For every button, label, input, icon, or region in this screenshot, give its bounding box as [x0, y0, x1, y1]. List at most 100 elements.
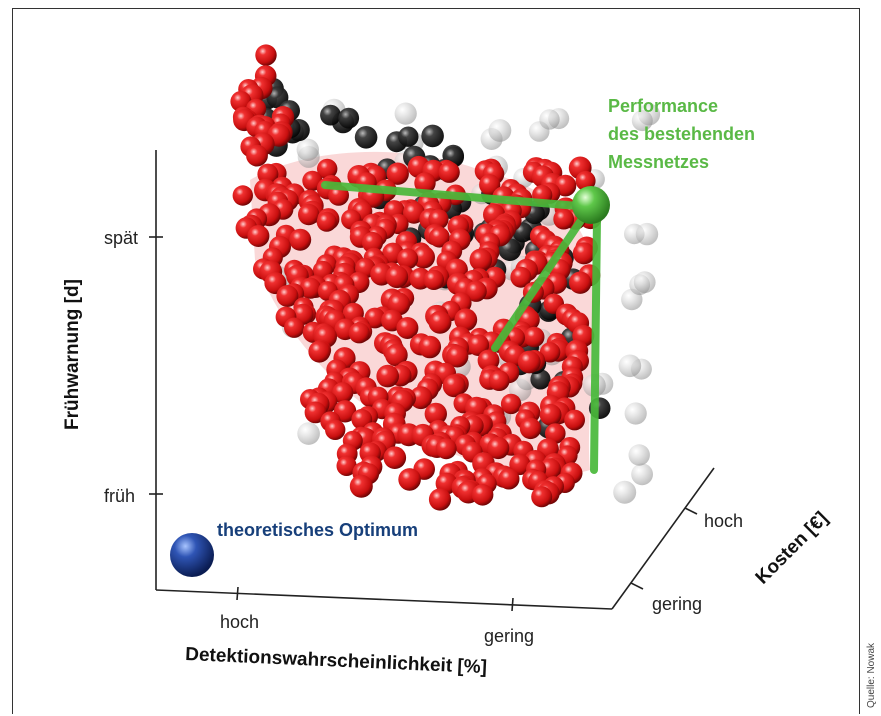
line-diagonal [491, 203, 594, 352]
sphere-point [354, 126, 378, 149]
z-tick-hoch [684, 507, 698, 515]
sphere-point [471, 484, 494, 506]
sphere-point [246, 144, 268, 167]
current-label-line-3: Messnetzes [608, 152, 709, 172]
sphere-point [618, 354, 642, 378]
x-axis [155, 589, 613, 610]
y-tick-label-frueh: früh [104, 486, 135, 506]
performance-lines [321, 181, 601, 474]
chart-frame [12, 8, 860, 714]
x-tick-label-gering: gering [484, 626, 534, 646]
sphere-point [247, 225, 270, 247]
sphere-point [539, 403, 562, 426]
y-axis-label: Frühwarnung [d] [62, 279, 83, 430]
sphere-point [332, 382, 354, 404]
axes [149, 150, 715, 612]
sphere-point [424, 402, 447, 426]
sphere-point [423, 269, 444, 290]
sphere-point [500, 393, 522, 415]
sphere-point [349, 474, 373, 498]
sphere-point [396, 317, 419, 339]
sphere-point [297, 422, 320, 445]
sphere-point [361, 231, 384, 254]
sphere-point [539, 109, 560, 130]
x-axis-label: Detektionswahrscheinlichkeit [%] [185, 644, 488, 678]
x-tick-gering [511, 597, 514, 612]
sphere-point [624, 402, 647, 425]
sphere-point [479, 174, 501, 196]
sphere-point [446, 345, 469, 368]
sphere-point [230, 91, 252, 112]
sphere-point [510, 266, 532, 288]
sphere-point [509, 453, 531, 476]
sphere-point [320, 104, 341, 126]
line-to-top [321, 181, 594, 211]
current-performance-point [572, 186, 610, 224]
sphere-point [564, 409, 585, 431]
current-performance-label: Performance des bestehenden Messnetzes [608, 96, 760, 172]
sphere-point [385, 343, 408, 367]
sphere-point [572, 242, 596, 265]
z-tick-label-hoch: hoch [704, 511, 743, 531]
sphere-point [386, 162, 409, 185]
sphere-point [428, 310, 452, 334]
sphere-point [575, 170, 596, 191]
sphere-point [487, 436, 510, 460]
source-credit-text: Quelle: Nowak [866, 642, 877, 708]
sphere-point [376, 364, 400, 388]
sphere-point [299, 277, 321, 299]
sphere-point [383, 446, 407, 470]
sphere-point [469, 248, 493, 272]
sphere-point [364, 307, 386, 329]
sphere-point [409, 386, 433, 410]
sphere-point [517, 350, 541, 374]
sphere-point [418, 335, 442, 359]
sphere-point [317, 158, 338, 180]
sphere-point [255, 44, 277, 66]
sphere-point [613, 480, 637, 504]
sphere-point [394, 102, 417, 125]
sphere-point [398, 468, 421, 491]
z-tick-gering [630, 582, 644, 590]
sphere-point [276, 285, 299, 307]
sphere-point [421, 124, 444, 148]
sphere-point [298, 203, 320, 226]
sphere-point [519, 417, 542, 440]
sphere-point [284, 317, 305, 338]
sphere-point [398, 126, 419, 147]
sphere-point [488, 119, 512, 142]
sphere-point [435, 438, 457, 460]
z-tick-label-gering: gering [652, 594, 702, 614]
sphere-point [498, 468, 520, 490]
current-label-line-2: des bestehenden [608, 124, 755, 144]
sphere-point [631, 110, 653, 132]
sphere-point [325, 419, 346, 440]
sphere-point [414, 172, 436, 194]
sphere-point [530, 369, 551, 390]
sphere-point [553, 208, 575, 230]
z-axis [611, 467, 715, 610]
sphere-point [488, 370, 510, 391]
sphere-point [316, 211, 337, 232]
x-tick-hoch [236, 586, 239, 601]
sphere-point [539, 342, 561, 363]
sphere-point [635, 222, 659, 246]
sphere-point [442, 374, 466, 398]
sphere-point [348, 322, 370, 344]
x-tick-label-hoch: hoch [220, 612, 259, 632]
sphere-point [438, 161, 460, 183]
source-credit: Quelle: Nowak [866, 640, 880, 710]
sphere-point [232, 185, 253, 206]
z-axis-label: Kosten [€] [752, 508, 833, 589]
sphere-point [428, 488, 452, 511]
sphere-point [465, 280, 487, 302]
sphere-point [289, 228, 312, 251]
sphere-point [633, 271, 656, 294]
sphere-point [397, 248, 419, 270]
theoretical-optimum-point [170, 533, 214, 577]
sphere-point [628, 444, 650, 466]
optimum-label: theoretisches Optimum [217, 520, 418, 540]
y-tick-label-spaet: spät [104, 228, 138, 248]
sphere-point [454, 308, 478, 332]
